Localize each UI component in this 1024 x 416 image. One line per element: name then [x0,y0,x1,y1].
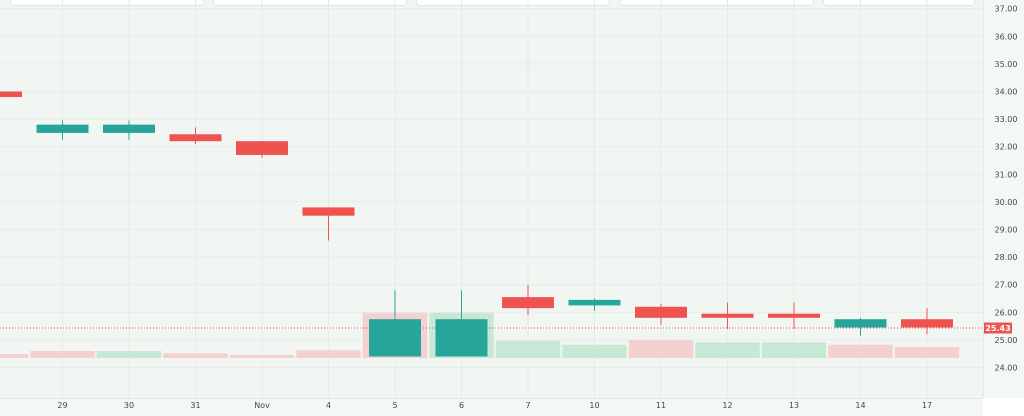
y-tick-label: 30.00 [995,198,1018,207]
top-panel-card[interactable] [416,0,610,6]
x-tick-label: 5 [392,401,397,410]
x-tick-label: 14 [855,401,865,410]
candle-body[interactable] [369,319,421,357]
volume-bar [296,350,361,358]
y-tick-label: 33.00 [995,115,1018,124]
volume-bar [229,354,295,358]
y-tick-label: 26.00 [995,308,1018,317]
time-axis[interactable] [0,398,983,416]
x-tick-label: 6 [459,401,464,410]
x-tick-label: 7 [525,401,530,410]
candle-body[interactable] [568,299,621,306]
y-tick-label: 36.00 [995,32,1018,41]
x-tick-label: 12 [722,401,732,410]
candle-body[interactable] [635,306,687,318]
y-tick-label: 24.00 [995,364,1018,373]
y-tick-label: 34.00 [995,88,1018,97]
y-tick-label: 29.00 [995,226,1018,235]
last-price-tag [984,322,1012,334]
x-tick-label: 4 [326,401,331,410]
top-panel-card[interactable] [823,0,975,6]
candle-body[interactable] [768,313,820,318]
last-price-label: 25.43 [985,324,1010,333]
volume-bar [695,342,760,358]
x-tick-label: 17 [922,401,932,410]
x-tick-label: 29 [57,401,67,410]
candle-body[interactable] [236,141,288,155]
y-tick-label: 32.00 [995,143,1018,152]
volume-bar [828,344,893,358]
top-panel-card[interactable] [213,0,407,6]
y-tick-label: 31.00 [995,170,1018,179]
x-tick-label: 10 [589,401,599,410]
x-tick-label: 13 [789,401,799,410]
volume-bar [562,344,627,358]
volume-bar [30,350,95,358]
volume-bar [163,353,228,358]
candle-body[interactable] [0,91,22,98]
y-tick-label: 25.00 [995,336,1018,345]
y-tick-label: 37.00 [995,5,1018,14]
volume-bar [894,347,960,358]
top-panel-card[interactable] [620,0,814,6]
y-tick-label: 27.00 [995,281,1018,290]
volume-bar [495,340,561,358]
y-tick-label: 28.00 [995,253,1018,262]
candle-body[interactable] [103,124,155,133]
x-tick-label: 11 [656,401,666,410]
candle-body[interactable] [36,124,89,133]
volume-bar [761,342,827,358]
x-tick-label: Nov [254,401,270,410]
candle-body[interactable] [502,297,554,309]
candle-body[interactable] [169,134,222,142]
candle-body[interactable] [302,207,355,216]
top-panel-card[interactable] [10,0,204,6]
x-tick-label: 30 [124,401,134,410]
candle-body[interactable] [435,319,488,357]
candle-body[interactable] [834,319,887,328]
volume-bar [96,350,162,358]
candle-body[interactable] [901,319,953,328]
x-tick-label: 31 [190,401,200,410]
y-tick-label: 35.00 [995,60,1018,69]
volume-bar [628,340,694,358]
volume-bar [0,354,29,358]
candle-body[interactable] [701,313,754,318]
